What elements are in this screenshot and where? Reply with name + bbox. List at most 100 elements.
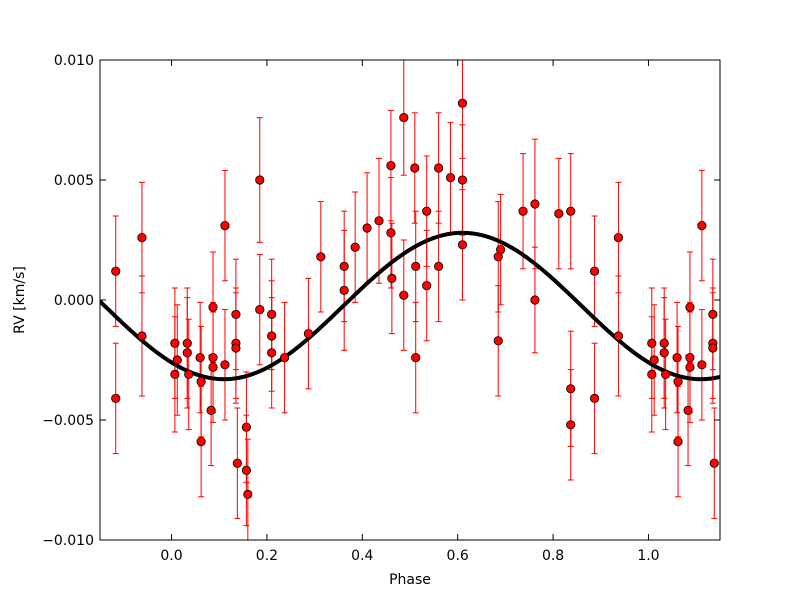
data-point [708, 309, 718, 319]
data-point [672, 352, 682, 363]
data-point [649, 355, 659, 365]
x-tick-label: 0.6 [447, 548, 469, 564]
data-point [411, 261, 421, 271]
data-point [613, 233, 624, 243]
data-point [350, 242, 360, 252]
data-point [243, 489, 253, 499]
data-point [362, 223, 372, 233]
data-point [530, 295, 540, 305]
data-point [387, 273, 397, 283]
data-point [399, 113, 409, 123]
y-tick-label: 0.010 [54, 53, 94, 69]
data-point [685, 352, 695, 363]
y-tick-label: 0.005 [54, 173, 94, 189]
data-point [267, 348, 277, 358]
data-point [589, 266, 600, 276]
data-point [182, 338, 192, 348]
data-point [241, 465, 252, 475]
x-axis-ticks: 0.0 0.2 0.4 0.6 0.8 1.0 [160, 60, 660, 564]
plot-area [100, 60, 720, 540]
data-point [709, 458, 719, 468]
data-point [196, 376, 206, 387]
x-tick-label: 0.8 [542, 548, 564, 564]
data-point [208, 302, 218, 312]
data-point [659, 348, 669, 358]
data-point [220, 360, 230, 370]
data-point [697, 360, 707, 370]
data-point [518, 206, 528, 216]
x-tick-label: 1.0 [637, 548, 659, 564]
data-point [267, 309, 277, 319]
data-point [255, 175, 265, 185]
data-point [566, 420, 576, 430]
data-point [255, 304, 265, 315]
data-point [386, 228, 396, 238]
data-point [339, 261, 349, 271]
data-point [231, 309, 241, 319]
data-point [457, 98, 468, 108]
data-point [434, 261, 444, 271]
data-point [422, 280, 432, 291]
data-point [137, 233, 147, 243]
y-axis-label: RV [km/s] [12, 266, 28, 334]
data-point [685, 302, 695, 312]
data-point [111, 266, 121, 276]
data-point [316, 252, 326, 262]
data-point [279, 352, 290, 363]
data-point [457, 240, 468, 250]
data-point [172, 355, 182, 365]
y-tick-label: 0.000 [54, 293, 94, 309]
data-point [457, 175, 468, 185]
x-tick-label: 0.4 [351, 548, 373, 564]
data-point [182, 348, 192, 358]
data-point [554, 209, 564, 219]
data-point [220, 221, 230, 231]
data-point [566, 206, 576, 216]
y-axis-ticks: −0.010 −0.005 0.000 0.005 0.010 [42, 53, 720, 549]
data-point [184, 369, 194, 379]
x-axis-label: Phase [389, 572, 431, 588]
data-point [613, 331, 624, 341]
data-point [411, 352, 421, 363]
data-point [493, 336, 503, 346]
data-point [208, 362, 218, 372]
data-point [137, 331, 147, 341]
data-point [231, 343, 241, 353]
data-point [530, 199, 540, 209]
data-point [241, 422, 252, 432]
data-point [170, 338, 180, 348]
data-point [683, 405, 693, 415]
data-point [208, 352, 218, 363]
data-point [589, 393, 600, 403]
data-point [267, 331, 277, 341]
data-point [374, 216, 384, 226]
data-point [673, 376, 683, 387]
data-point [399, 290, 409, 300]
data-point [111, 393, 121, 403]
x-tick-label: 0.0 [160, 548, 182, 564]
data-point [303, 328, 314, 339]
point-layer [111, 98, 719, 499]
data-point [661, 369, 671, 379]
data-point [445, 173, 456, 183]
data-point [496, 245, 506, 255]
data-point [232, 458, 242, 468]
data-point [196, 436, 206, 447]
data-point [673, 436, 683, 447]
data-point [434, 163, 444, 173]
data-point [206, 405, 216, 415]
data-point [697, 221, 707, 231]
data-point [647, 338, 657, 348]
data-point [708, 343, 718, 353]
data-point [685, 362, 695, 372]
data-point [170, 369, 180, 379]
data-point [339, 285, 349, 295]
data-point [386, 161, 396, 171]
data-point [566, 384, 576, 394]
y-tick-label: −0.005 [42, 413, 94, 429]
data-point [410, 163, 420, 173]
data-point [659, 338, 669, 348]
data-point [647, 369, 657, 379]
